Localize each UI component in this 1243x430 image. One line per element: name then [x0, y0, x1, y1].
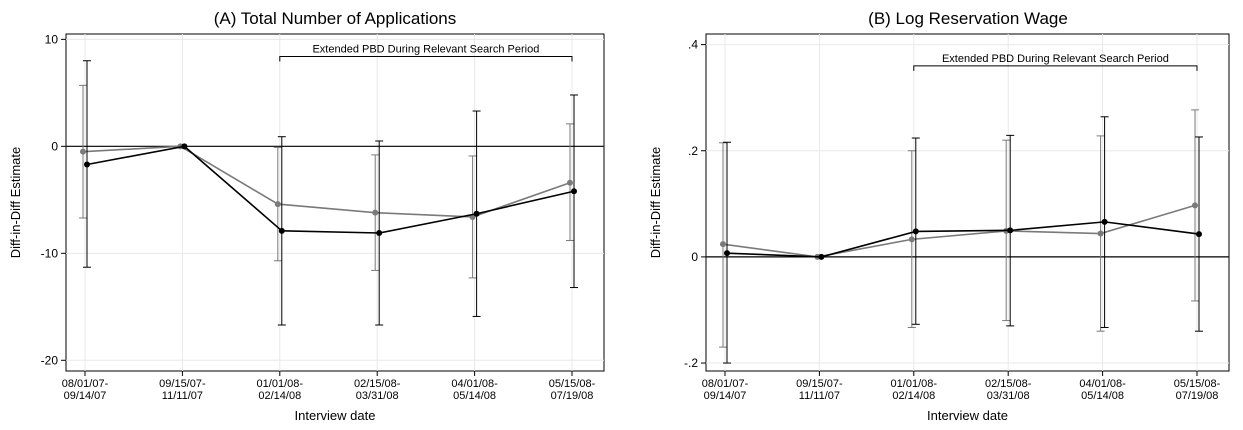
y-tick-label: 10: [45, 32, 59, 46]
data-point: [80, 148, 86, 155]
data-point: [724, 250, 730, 257]
y-tick-label: -20: [41, 353, 59, 367]
annotation-bracket: [913, 65, 1198, 71]
annotation-bracket: [279, 55, 573, 62]
data-point: [908, 236, 915, 243]
x-tick-label: 05/15/08-07/19/08: [1174, 378, 1221, 402]
y-tick-label: 0: [691, 250, 698, 264]
y-tick-label: .4: [688, 38, 698, 52]
data-point: [571, 188, 577, 195]
x-tick-label: 09/15/07-11/11/07: [159, 378, 206, 402]
series-line: [726, 221, 1200, 258]
data-point: [1101, 218, 1108, 225]
data-point: [473, 210, 480, 217]
data-point: [567, 179, 573, 186]
data-point: [1192, 202, 1198, 209]
data-point: [912, 228, 919, 235]
series-1: [83, 60, 578, 326]
data-point: [1097, 230, 1104, 237]
x-tick-label: 05/15/08-07/19/08: [549, 378, 596, 402]
annotation-label: Extended PBD During Relevant Search Peri…: [942, 53, 1169, 65]
y-axis-label: Diff-in-Diff Estimate: [648, 147, 663, 259]
series-line: [86, 145, 575, 234]
y-tick-label: -.2: [684, 356, 698, 370]
data-point: [818, 253, 825, 260]
x-tick-label: 02/15/08-03/31/08: [985, 378, 1032, 402]
data-point: [1196, 231, 1202, 238]
data-point: [1007, 227, 1014, 234]
y-tick-label: 0: [51, 139, 58, 153]
series-line: [722, 204, 1196, 258]
data-point: [278, 227, 285, 234]
x-tick-label: 04/01/08-05/14/08: [451, 378, 498, 402]
chart-title: (B) Log Reservation Wage: [868, 9, 1068, 28]
data-point: [181, 143, 188, 150]
data-point: [720, 241, 726, 248]
plot-frame: [705, 33, 1230, 372]
data-point: [84, 161, 90, 168]
x-tick-label: 01/01/08-02/14/08: [257, 378, 304, 402]
x-tick-label: 09/15/07-11/11/07: [796, 378, 843, 402]
y-tick-label: .2: [688, 144, 698, 158]
x-tick-label: 08/01/07-09/14/07: [702, 378, 749, 402]
x-tick-label: 08/01/07-09/14/07: [62, 378, 109, 402]
x-tick-label: 01/01/08-02/14/08: [891, 378, 938, 402]
data-point: [376, 229, 383, 236]
x-tick-label: 04/01/08-05/14/08: [1079, 378, 1126, 402]
y-tick-label: -10: [41, 246, 59, 260]
series-1: [723, 116, 1203, 364]
x-axis-label: Interview date: [295, 408, 376, 423]
chart-panel-1: .4 .2 0 -.2 08/01/07-09/14/07 09/15/07-11/11/…: [648, 9, 1230, 423]
chart-title: (A) Total Number of Applications: [214, 9, 457, 28]
y-axis-label: Diff-in-Diff Estimate: [8, 147, 23, 259]
data-point: [372, 209, 379, 216]
data-point: [274, 201, 281, 208]
annotation-label: Extended PBD During Relevant Search Peri…: [312, 43, 539, 55]
x-axis-label: Interview date: [927, 408, 1008, 423]
x-tick-label: 02/15/08-03/31/08: [354, 378, 401, 402]
